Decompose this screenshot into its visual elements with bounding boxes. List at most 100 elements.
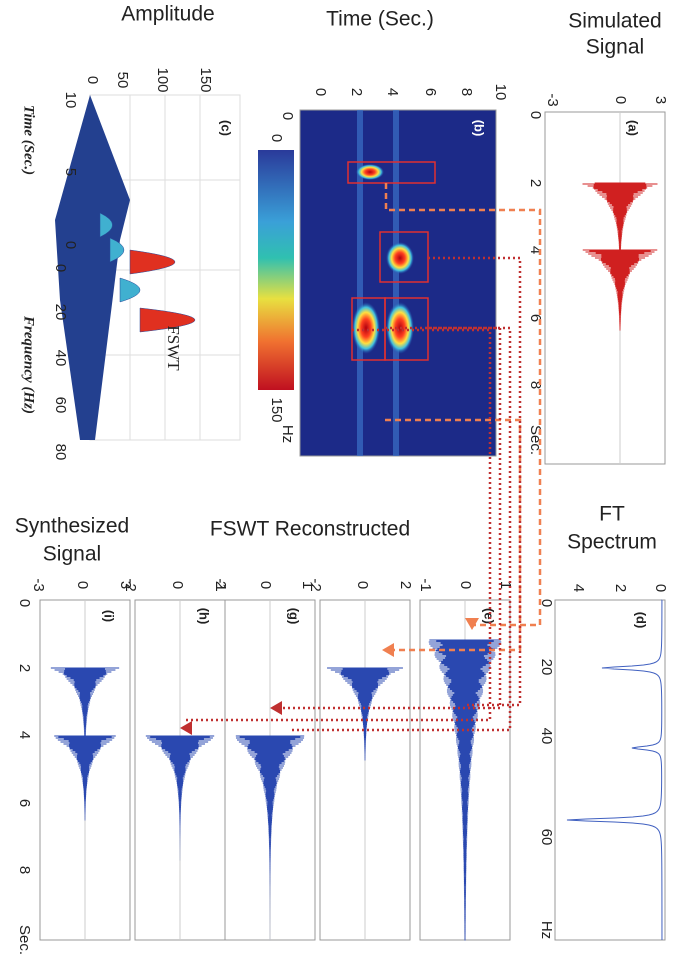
arrow-head <box>270 701 282 715</box>
energy-blob <box>352 302 380 354</box>
surface-peak <box>99 212 113 238</box>
streak <box>357 110 363 456</box>
tick-label: 0 <box>612 96 629 104</box>
tick-label: 80 <box>52 444 69 461</box>
tick-label: 3 <box>652 96 669 104</box>
plot-label: (i) <box>102 610 117 622</box>
tick-label: 2 <box>612 584 629 592</box>
connector <box>275 326 502 710</box>
tick-label: 0 <box>52 264 69 272</box>
tick-label: 3 <box>117 581 134 589</box>
surface-peak <box>119 277 141 303</box>
tick-label: 8 <box>527 381 544 389</box>
tick-label: 60 <box>538 829 555 846</box>
tick-label: 20 <box>538 659 555 676</box>
tick-label: 0 <box>84 76 101 84</box>
tick-label: 5 <box>62 168 79 176</box>
tick-label: -2 <box>307 578 324 591</box>
tick-label: 10 <box>62 92 79 109</box>
surface-peak <box>109 237 125 263</box>
tick-label: -3 <box>30 578 47 591</box>
tick-label: 150 <box>197 67 214 92</box>
tick-label: 6 <box>422 88 439 96</box>
tick-label: 0 <box>538 599 555 607</box>
plot-label: (b) <box>472 120 487 137</box>
title: Spectrum <box>567 531 657 554</box>
title: Time (Sec.) <box>326 8 434 31</box>
tick-label: 0 <box>16 599 33 607</box>
energy-blob <box>386 242 414 274</box>
waveform <box>428 639 502 941</box>
tick-label: 0 <box>257 581 274 589</box>
plot-label: (g) <box>287 608 302 625</box>
title: FSWT Reconstructed <box>210 518 410 541</box>
surface-peak <box>139 307 195 333</box>
tick-label: 0 <box>74 581 91 589</box>
tick-label: 4 <box>570 584 587 592</box>
colorbar <box>258 150 294 390</box>
tick-label: 6 <box>16 799 33 807</box>
title: Synthesized <box>15 515 129 538</box>
connector <box>185 328 492 722</box>
title: Signal <box>43 543 101 566</box>
tick-label: 50 <box>114 72 131 89</box>
tick-label: 0 <box>62 241 79 249</box>
highlight-box <box>347 161 436 184</box>
tick-label: Sec. <box>527 425 544 455</box>
tick-label: 6 <box>527 314 544 322</box>
title: Amplitude <box>121 3 214 26</box>
arrow-head <box>465 618 479 630</box>
connector <box>385 418 522 652</box>
tick-label: 40 <box>538 728 555 745</box>
spectrum <box>566 599 663 940</box>
tick-label: 0 <box>268 134 285 142</box>
tick-label: 20 <box>52 304 69 321</box>
tick-label: Hz <box>538 921 555 939</box>
plot-label: (c) <box>219 120 234 136</box>
tick-label: 2 <box>16 664 33 672</box>
tick-label: -1 <box>417 578 434 591</box>
tick-label: 0 <box>457 581 474 589</box>
tick-label: 1 <box>299 581 316 589</box>
tick-label: 150 <box>268 397 285 422</box>
tick-label: 2 <box>397 581 414 589</box>
title: FT <box>599 503 625 526</box>
plot-box <box>554 599 666 941</box>
tick-label: 1 <box>497 581 514 589</box>
surface-peak <box>129 249 176 275</box>
waveform <box>582 182 658 331</box>
connector <box>384 183 542 627</box>
waveform <box>50 667 120 821</box>
tick-label: 2 <box>527 179 544 187</box>
plot-label: (d) <box>634 612 649 629</box>
tick-label: 0 <box>652 584 669 592</box>
surface <box>55 95 130 440</box>
connector <box>290 326 512 732</box>
arrow-head <box>382 643 394 657</box>
plot-label: (h) <box>197 608 212 625</box>
tick-label: 0 <box>279 112 296 120</box>
tick-label: 4 <box>384 88 401 96</box>
tick-label: 2 <box>212 581 229 589</box>
waveform <box>327 667 403 761</box>
energy-blob <box>356 164 384 180</box>
title: Signal <box>586 36 644 59</box>
streak <box>393 110 399 456</box>
tick-label: -1 <box>212 578 229 591</box>
tick-label: 4 <box>527 246 544 254</box>
tick-label: -3 <box>544 93 561 106</box>
tick-label: 0 <box>354 581 371 589</box>
tick-label: Sec. <box>16 925 33 955</box>
axis-label: Frequency (Hz) <box>21 315 37 414</box>
tick-label: 10 <box>492 84 509 101</box>
tick-label: 8 <box>458 88 475 96</box>
connector <box>428 256 522 707</box>
arrow-head <box>180 721 192 735</box>
tick-label: 40 <box>52 350 69 367</box>
tick-label: -2 <box>122 578 139 591</box>
title: Simulated <box>568 10 661 33</box>
tick-label: 0 <box>312 88 329 96</box>
tick-label: 8 <box>16 866 33 874</box>
plot-label: (e) <box>482 608 497 624</box>
